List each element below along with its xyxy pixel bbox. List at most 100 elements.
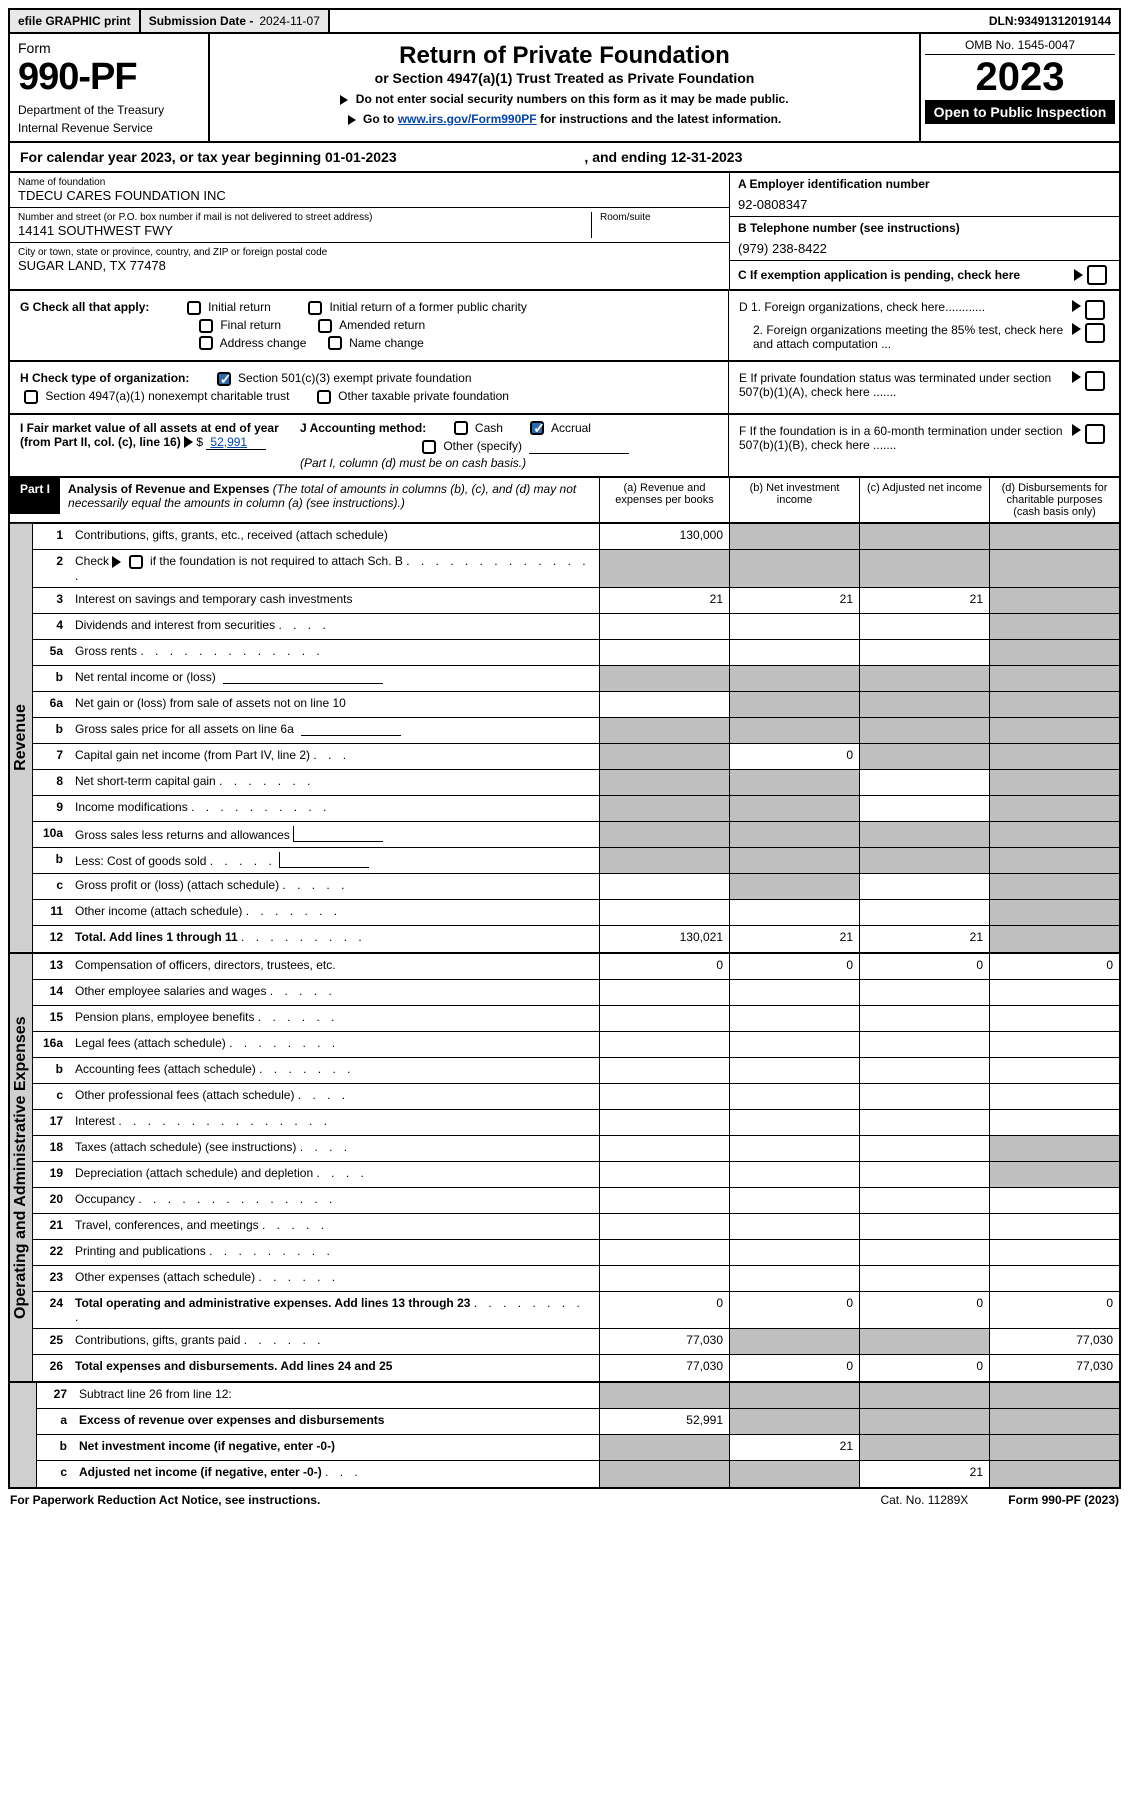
j-cash-checkbox[interactable] [454, 421, 468, 435]
line-27b-text: Net investment income (if negative, ente… [79, 1439, 335, 1453]
e-checkbox[interactable] [1085, 371, 1105, 391]
col-a [599, 640, 729, 665]
col-d [989, 1383, 1119, 1408]
dots: . . . . [300, 1140, 351, 1154]
col-d [989, 692, 1119, 717]
final-return-checkbox[interactable] [199, 319, 213, 333]
revenue-rows: 1Contributions, gifts, grants, etc., rec… [33, 524, 1119, 952]
col-c [859, 1058, 989, 1083]
line-num: 26 [33, 1355, 69, 1381]
line-23-text: Other expenses (attach schedule) [75, 1270, 255, 1284]
line-num: 6a [33, 692, 69, 717]
line-10c-text: Gross profit or (loss) (attach schedule) [75, 878, 279, 892]
col-d-header: (d) Disbursements for charitable purpose… [989, 478, 1119, 522]
line-16a-text: Legal fees (attach schedule) [75, 1036, 226, 1050]
col-c [859, 1110, 989, 1135]
line-text: Subtract line 26 from line 12: [73, 1383, 599, 1408]
e-section: E If private foundation status was termi… [729, 362, 1119, 413]
line-text: Net gain or (loss) from sale of assets n… [69, 692, 599, 717]
dots: . . . . . . [258, 1270, 339, 1284]
line-text: Total expenses and disbursements. Add li… [69, 1355, 599, 1381]
col-b [729, 550, 859, 587]
h-501c3-checkbox[interactable] [217, 372, 231, 386]
col-a [599, 718, 729, 743]
h-other-label: Other taxable private foundation [338, 389, 509, 403]
initial-return-checkbox[interactable] [187, 301, 201, 315]
col-b: 21 [729, 1435, 859, 1460]
form-word: Form [18, 40, 200, 56]
c-label: C If exemption application is pending, c… [738, 268, 1020, 282]
col-d [989, 1266, 1119, 1291]
d1-checkbox[interactable] [1085, 300, 1105, 320]
col-b: 21 [729, 926, 859, 952]
schb-checkbox[interactable] [129, 555, 143, 569]
submission-date: Submission Date - 2024-11-07 [141, 10, 330, 32]
d2-label: 2. Foreign organizations meeting the 85%… [739, 323, 1072, 351]
irs-link[interactable]: www.irs.gov/Form990PF [398, 112, 537, 126]
g-label: G Check all that apply: [20, 300, 149, 314]
line-18: 18Taxes (attach schedule) (see instructi… [33, 1136, 1119, 1162]
j-label: J Accounting method: [300, 421, 426, 435]
foundation-name-cell: Name of foundation TDECU CARES FOUNDATIO… [10, 173, 729, 208]
line-num: 7 [33, 744, 69, 769]
foundation-name: TDECU CARES FOUNDATION INC [18, 188, 721, 203]
line-num: 18 [33, 1136, 69, 1161]
blank-side [10, 1383, 37, 1487]
j-other-checkbox[interactable] [422, 440, 436, 454]
col-d [989, 614, 1119, 639]
line-text: Other employee salaries and wages . . . … [69, 980, 599, 1005]
c-exemption-cell: C If exemption application is pending, c… [730, 261, 1119, 289]
dots: . . . . . [270, 984, 336, 998]
col-d [989, 1461, 1119, 1487]
col-d [989, 1409, 1119, 1434]
col-d [989, 1435, 1119, 1460]
omb-number: OMB No. 1545-0047 [925, 38, 1115, 55]
dots: . . . . [317, 1166, 368, 1180]
foundation-address: 14141 SOUTHWEST FWY [18, 223, 591, 238]
line-25: 25Contributions, gifts, grants paid . . … [33, 1329, 1119, 1355]
arrow-icon [1072, 300, 1081, 312]
line-17: 17Interest . . . . . . . . . . . . . . . [33, 1110, 1119, 1136]
j-accrual-checkbox[interactable] [530, 421, 544, 435]
final-return-label: Final return [220, 318, 281, 332]
revenue-section: Revenue 1Contributions, gifts, grants, e… [8, 524, 1121, 954]
line-27a-text: Excess of revenue over expenses and disb… [79, 1413, 384, 1427]
name-change-checkbox[interactable] [328, 336, 342, 350]
line-text: Travel, conferences, and meetings . . . … [69, 1214, 599, 1239]
address-change-checkbox[interactable] [199, 336, 213, 350]
h-other-checkbox[interactable] [317, 390, 331, 404]
dots: . . . . . . . [246, 904, 341, 918]
footer-left: For Paperwork Reduction Act Notice, see … [10, 1493, 320, 1507]
dots: . . . . [298, 1088, 349, 1102]
col-d [989, 550, 1119, 587]
initial-former-checkbox[interactable] [308, 301, 322, 315]
footer-mid: Cat. No. 11289X [880, 1493, 968, 1507]
col-c [859, 640, 989, 665]
j-note: (Part I, column (d) must be on cash basi… [300, 456, 526, 470]
dots: . . . . . [282, 878, 348, 892]
c-checkbox[interactable] [1087, 265, 1107, 285]
line-text: Accounting fees (attach schedule) . . . … [69, 1058, 599, 1083]
col-c [859, 1162, 989, 1187]
i-value-link[interactable]: 52,991 [206, 435, 266, 450]
f-label: F If the foundation is in a 60-month ter… [739, 424, 1072, 452]
line-26-text: Total expenses and disbursements. Add li… [75, 1359, 392, 1373]
d2-checkbox[interactable] [1085, 323, 1105, 343]
efile-print-button[interactable]: efile GRAPHIC print [10, 10, 141, 32]
col-a [599, 1084, 729, 1109]
h-4947-checkbox[interactable] [24, 390, 38, 404]
line-text: Gross sales less returns and allowances [69, 822, 599, 847]
amended-return-checkbox[interactable] [318, 319, 332, 333]
underline [301, 722, 401, 736]
dln-label: DLN: [989, 14, 1018, 28]
instruction-1: Do not enter social security numbers on … [220, 92, 909, 106]
line-27c: cAdjusted net income (if negative, enter… [37, 1461, 1119, 1487]
line-11: 11Other income (attach schedule) . . . .… [33, 900, 1119, 926]
col-c: 21 [859, 588, 989, 613]
form-number: 990-PF [18, 56, 200, 99]
f-checkbox[interactable] [1085, 424, 1105, 444]
line-2-post: if the foundation is not required to att… [150, 554, 403, 568]
line-27a: aExcess of revenue over expenses and dis… [37, 1409, 1119, 1435]
city-label: City or town, state or province, country… [18, 247, 721, 258]
col-b [729, 1461, 859, 1487]
